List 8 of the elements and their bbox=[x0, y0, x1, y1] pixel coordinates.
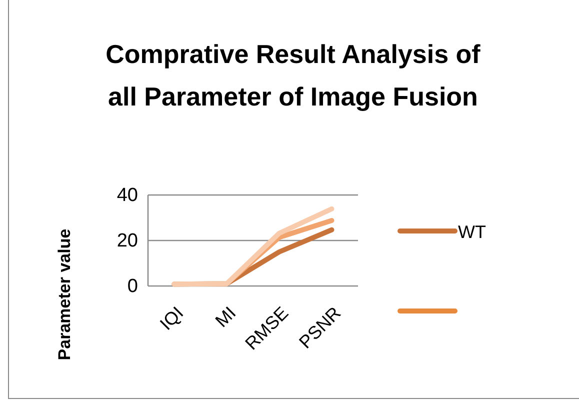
y-tick-label: 20 bbox=[116, 230, 138, 252]
legend-label: WT bbox=[458, 222, 486, 242]
y-tick-label: 0 bbox=[127, 276, 138, 298]
y-tick-label: 40 bbox=[116, 185, 138, 206]
y-axis-title: Parameter value bbox=[55, 228, 74, 360]
chart-title: Comprative Result Analysis of all Parameter of Image Fusion bbox=[106, 39, 481, 112]
x-tick-label: IQI bbox=[156, 302, 188, 334]
x-tick-label: MI bbox=[211, 302, 240, 332]
